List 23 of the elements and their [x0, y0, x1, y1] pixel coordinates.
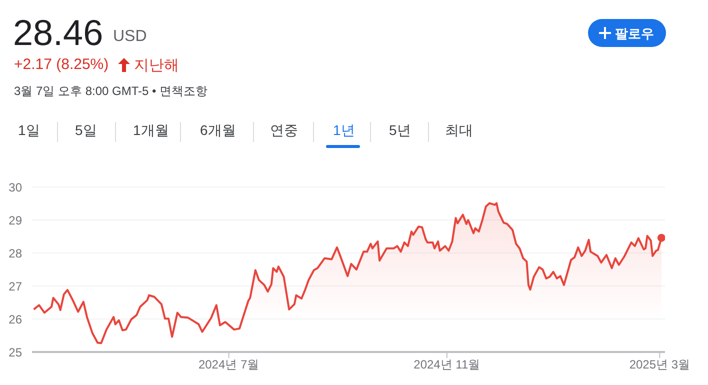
chart-subtitle: +2.17 (8.25%) [14, 56, 109, 73]
x-tick-label: 2025년 3월 [629, 358, 690, 372]
y-tick-label: 26 [8, 312, 22, 326]
chart-title: 28.46 [13, 12, 104, 54]
y-tick-label: 29 [8, 213, 22, 228]
text: 6개월 [200, 122, 236, 140]
text: 지난해 [134, 56, 179, 75]
text: 1일 [18, 122, 40, 140]
text: 연중 [270, 122, 298, 140]
text: 팔로우 [615, 25, 654, 43]
x-tick-label: 2024년 7월 [198, 358, 260, 372]
text: 5년 [389, 122, 411, 140]
y-tick-label: 28 [8, 246, 22, 260]
text: 1개월 [133, 122, 169, 140]
text: 최대 [445, 122, 473, 140]
text: 3월 7일 오후 8:00 GMT-5 • 면책조항 [14, 83, 208, 100]
text: 5일 [75, 122, 97, 140]
text: USD [113, 28, 147, 46]
y-tick-label: 25 [8, 345, 22, 360]
x-tick-label: 2024년 11월 [414, 358, 480, 372]
text: 1년 [333, 122, 355, 140]
y-tick-label: 30 [8, 180, 22, 194]
y-tick-label: 27 [8, 279, 22, 294]
